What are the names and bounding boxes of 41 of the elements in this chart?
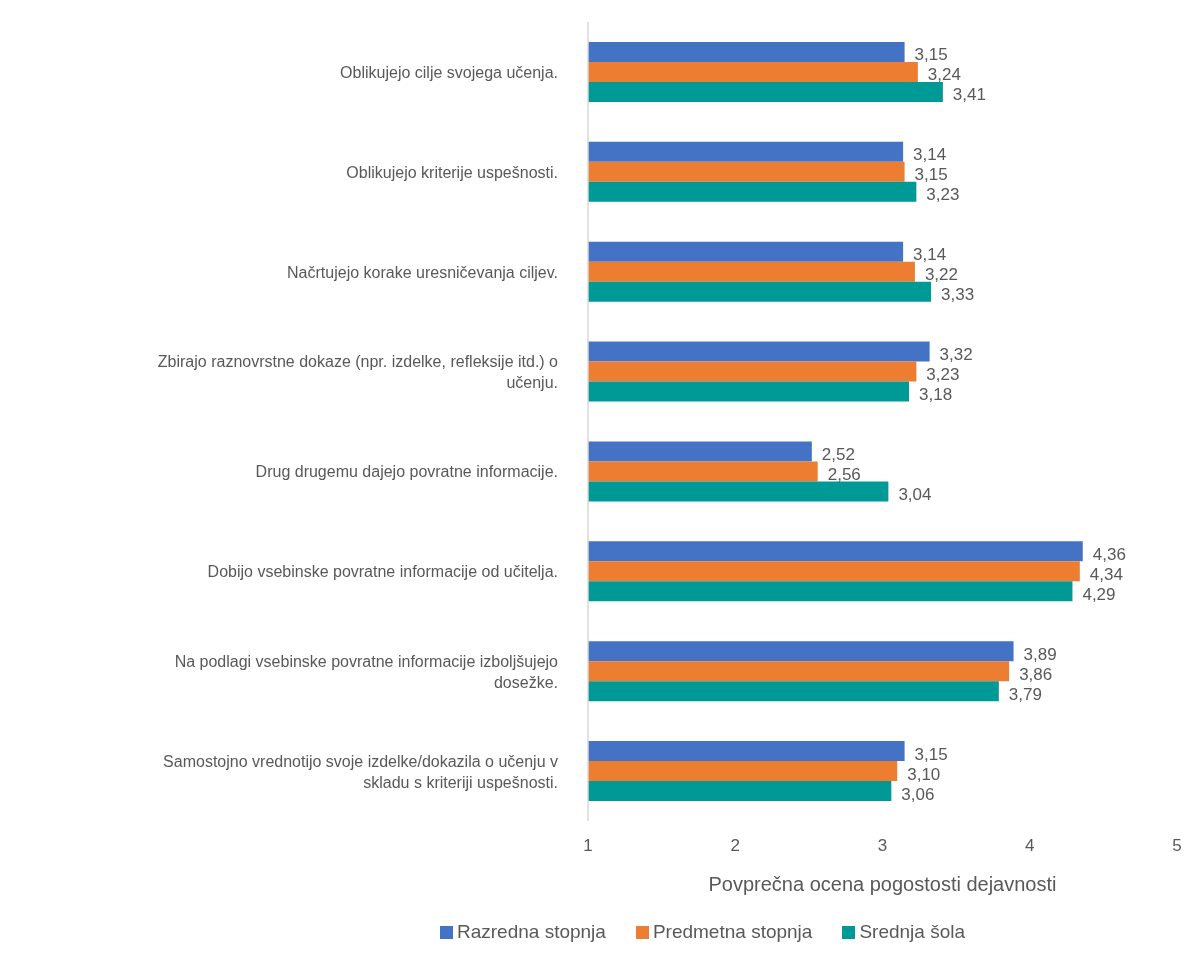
data-label: 3,14 [913,245,947,265]
data-label: 3,15 [914,45,948,65]
data-label: 3,79 [1008,684,1042,704]
data-label: 3,86 [1019,664,1053,684]
x-tick-label: 1 [583,836,593,856]
data-label: 4,29 [1082,584,1116,604]
data-label: 3,23 [926,185,960,205]
x-tick-label: 5 [1172,836,1182,856]
y-tick-label: Drug drugemu dajejo povratne informacije. [255,462,558,480]
data-label: 4,36 [1092,544,1126,564]
legend-label: Srednja šola [858,921,966,943]
data-label: 3,22 [924,265,958,285]
data-label: 3,23 [926,365,960,385]
y-tick-label: Oblikujejo kriterije uspešnosti. [346,163,558,181]
data-label: 3,33 [941,285,975,305]
data-label: 3,04 [898,484,932,504]
data-label: 4,34 [1089,564,1123,584]
data-label: 3,15 [914,744,948,764]
x-tick-label: 4 [1025,836,1035,856]
data-label: 3,24 [927,65,961,85]
y-tick-label: Načrtujejo korake uresničevanja ciljev. [287,263,558,281]
y-tick-label: Zbirajo raznovrstne dokaze (npr. izdelke, refleksije itd.) o učenju. [157,352,559,391]
data-label: 3,32 [939,345,973,365]
data-label: 3,89 [1023,644,1057,664]
y-tick-label: Na podlagi vsebinske povratne informacije izboljšujejo dosežke. [174,652,559,691]
data-label: 2,52 [821,444,855,464]
data-label: 3,41 [952,85,986,105]
y-tick-label: Oblikujejo cilje svojega učenja. [340,63,558,81]
y-tick-label: Dobijo vsebinske povratne informacije od učitelja. [207,562,558,580]
x-tick-label: 3 [877,836,888,856]
legend-label: Razredna stopnja [455,921,606,943]
x-axis-title: Povprečna ocena pogostosti dejavnosti [708,873,1057,895]
data-label: 3,15 [914,165,948,185]
data-label: 3,06 [901,784,935,804]
data-label: 3,18 [919,385,953,405]
data-label: 2,56 [827,464,861,484]
x-tick-label: 2 [730,836,740,856]
data-label: 3,10 [907,764,941,784]
data-label: 3,14 [913,145,947,165]
y-tick-label: Samostojno vrednotijo svoje izdelke/dokazila o učenju v skladu s kriteriji uspešnosti. [163,752,558,791]
legend-label: Predmetna stopnja [651,921,813,943]
